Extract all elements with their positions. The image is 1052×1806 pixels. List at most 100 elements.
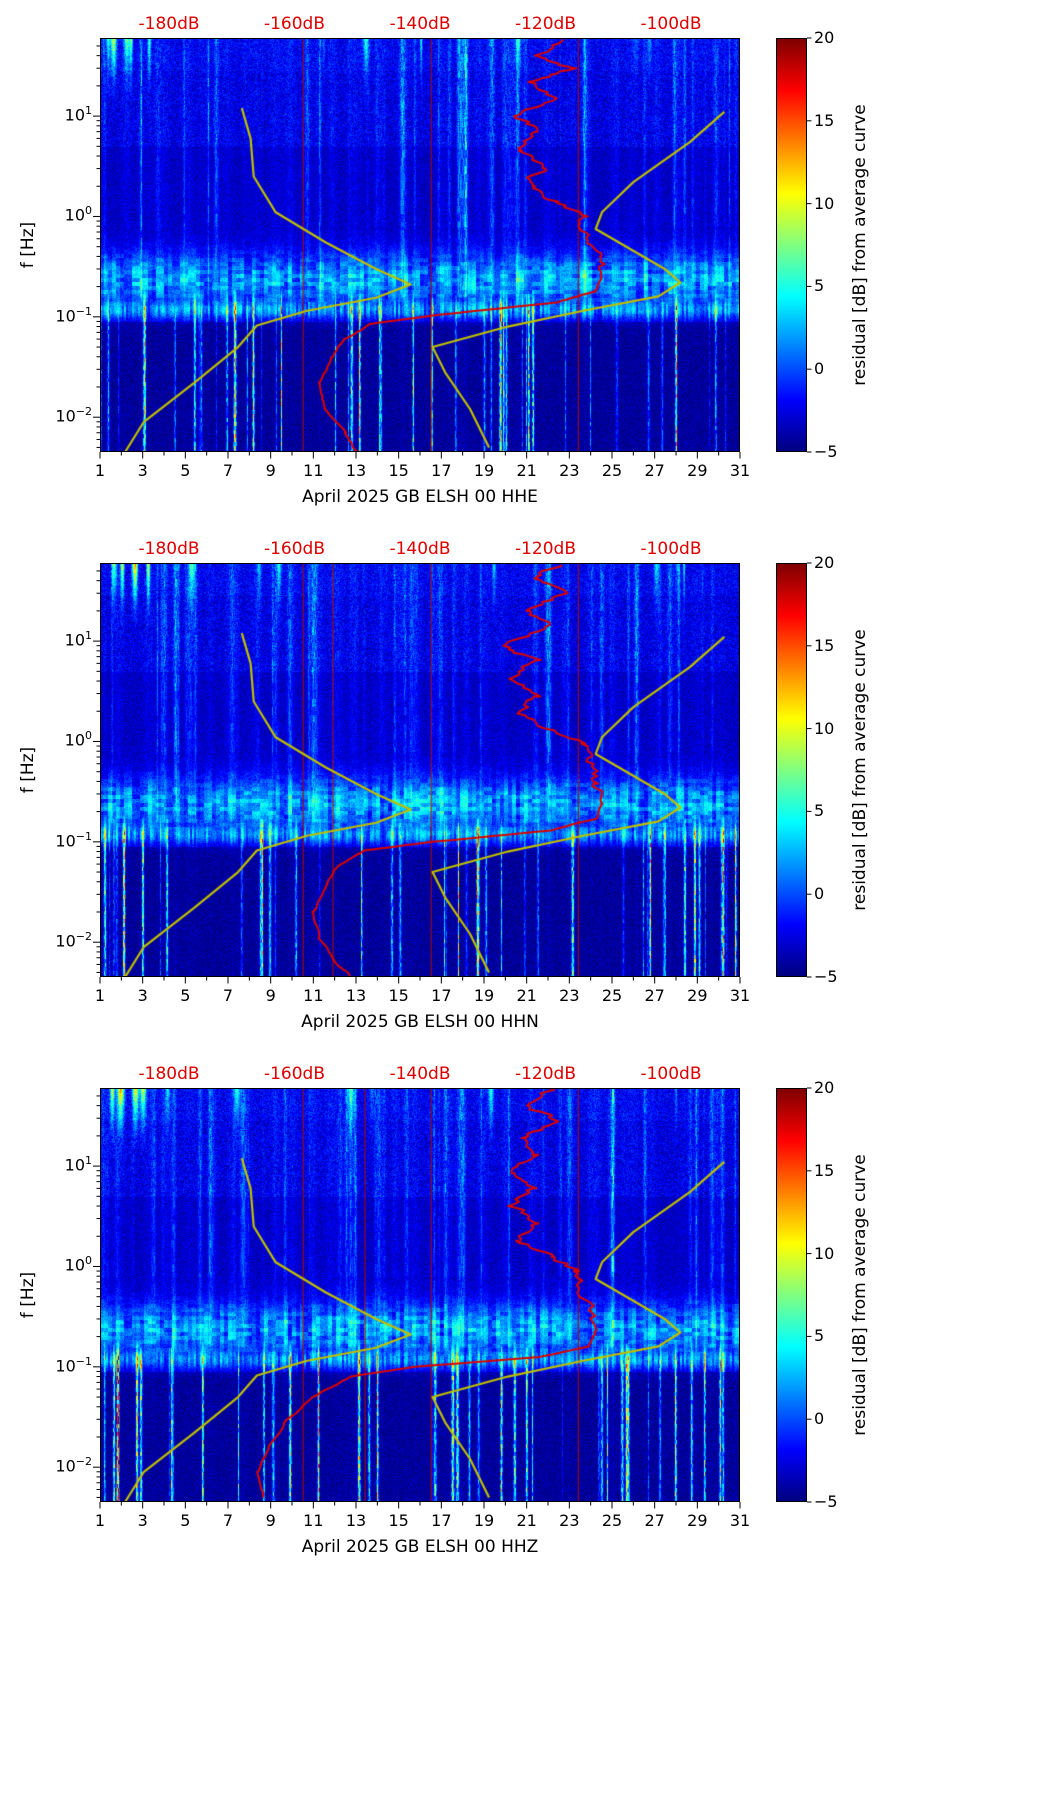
x-tick-label: 31	[729, 986, 751, 1005]
colorbar-tick-label: 20	[814, 553, 835, 572]
colorbar-tick-label: −5	[814, 967, 838, 986]
x-tick-label: 27	[644, 986, 665, 1005]
y-tick-label: 100	[64, 204, 92, 225]
x-tick-label: 3	[137, 461, 148, 480]
x-axis-label: April 2025 GB ELSH 00 HHN	[301, 1012, 539, 1032]
colorbar-tick-label: 15	[814, 635, 835, 655]
x-tick-label: 7	[222, 461, 234, 480]
top-axis-label: -180dB	[138, 1064, 200, 1084]
x-tick-label: 25	[601, 461, 623, 480]
spectrogram-panel-hhn: -180dB -160dB -140dB -120dB -100dB 101 100 10−1…	[0, 525, 1052, 1050]
colorbar	[776, 563, 807, 977]
colorbar-tick-label: −5	[814, 442, 838, 461]
colorbar-tick-label: 0	[814, 1409, 825, 1429]
colorbar-tick-label: 10	[814, 1243, 835, 1263]
x-tick-label: 17	[431, 986, 452, 1005]
spectrogram-panel-hhe: -180dB -160dB -140dB -120dB -100dB 101 100 10−1…	[0, 0, 1052, 525]
colorbar-label: residual [dB] from average curve	[850, 1154, 870, 1436]
colorbar-tick-label: 15	[814, 1160, 835, 1180]
spectrogram-panel-hhz: -180dB -160dB -140dB -120dB -100dB 101 100 10−1…	[0, 1050, 1052, 1575]
spectrogram-canvas	[100, 38, 740, 452]
colorbar-tick-label: 10	[814, 718, 835, 738]
top-axis-label: -180dB	[138, 14, 200, 34]
spectrogram-canvas	[100, 1088, 740, 1502]
x-tick-label: 1	[94, 986, 106, 1005]
spectrogram-canvas	[100, 563, 740, 977]
top-axis-label: -100dB	[640, 14, 702, 34]
x-tick-label: 23	[559, 986, 580, 1005]
y-tick-label: 101	[64, 1154, 92, 1175]
y-tick-label: 101	[64, 104, 92, 125]
y-tick-label: 101	[64, 629, 92, 650]
x-tick-label: 29	[687, 986, 708, 1005]
top-axis-label: -120dB	[514, 14, 577, 34]
x-tick-label: 11	[303, 1511, 324, 1530]
colorbar-tick-label: 10	[814, 193, 835, 213]
colorbar-tick-label: −5	[814, 1492, 838, 1511]
y-tick-label: 10−1	[55, 829, 92, 851]
colorbar-label: residual [dB] from average curve	[850, 629, 870, 911]
x-tick-label: 11	[303, 986, 324, 1005]
x-tick-label: 19	[473, 986, 495, 1005]
x-tick-label: 31	[729, 461, 751, 480]
x-tick-label: 21	[516, 1511, 537, 1530]
x-tick-label: 5	[180, 1511, 191, 1530]
y-tick-label: 10−2	[55, 1455, 92, 1476]
x-tick-label: 23	[559, 461, 580, 480]
x-tick-label: 9	[265, 986, 276, 1005]
x-tick-label: 27	[644, 461, 665, 480]
y-tick-label: 100	[64, 1254, 92, 1275]
x-tick-label: 7	[222, 1511, 234, 1530]
y-tick-label: 10−1	[55, 1354, 92, 1376]
top-axis-label: -140dB	[389, 539, 451, 559]
y-axis-label: f [Hz]	[18, 746, 38, 794]
x-tick-label: 29	[687, 1511, 708, 1530]
colorbar-tick-label: 5	[814, 276, 825, 296]
x-tick-label: 25	[601, 1511, 623, 1530]
y-tick-label: 10−2	[55, 405, 92, 426]
x-tick-label: 15	[388, 1511, 409, 1530]
x-tick-label: 15	[388, 986, 409, 1005]
x-tick-label: 1	[94, 461, 106, 480]
x-tick-label: 13	[345, 461, 367, 480]
x-tick-label: 9	[265, 1511, 276, 1530]
x-tick-label: 9	[265, 461, 276, 480]
top-axis-label: -100dB	[640, 1064, 702, 1084]
x-tick-label: 13	[345, 986, 367, 1005]
colorbar-tick-label: 15	[814, 110, 835, 130]
y-tick-label: 100	[64, 729, 92, 750]
colorbar-tick-label: 5	[814, 1326, 825, 1346]
x-tick-label: 3	[137, 986, 148, 1005]
x-tick-label: 13	[345, 1511, 367, 1530]
x-tick-label: 1	[94, 1511, 106, 1530]
top-axis-label: -120dB	[514, 1064, 577, 1084]
y-axis-label: f [Hz]	[18, 1271, 38, 1319]
x-tick-label: 5	[180, 461, 191, 480]
x-tick-label: 5	[180, 986, 191, 1005]
colorbar	[776, 38, 807, 452]
colorbar-tick-label: 0	[814, 884, 825, 904]
x-tick-label: 27	[644, 1511, 665, 1530]
x-tick-label: 23	[559, 1511, 580, 1530]
x-tick-label: 21	[516, 461, 537, 480]
top-axis-label: -160dB	[263, 539, 326, 559]
x-tick-label: 3	[137, 1511, 148, 1530]
colorbar-tick-label: 5	[814, 801, 825, 821]
x-axis-label: April 2025 GB ELSH 00 HHE	[302, 487, 538, 507]
x-tick-label: 19	[473, 461, 495, 480]
y-axis-label: f [Hz]	[18, 221, 38, 269]
x-tick-label: 29	[687, 461, 708, 480]
x-tick-label: 19	[473, 1511, 495, 1530]
top-axis-label: -180dB	[138, 539, 200, 559]
top-axis-label: -160dB	[263, 1064, 326, 1084]
x-tick-label: 17	[431, 461, 452, 480]
colorbar-label: residual [dB] from average curve	[850, 104, 870, 386]
colorbar	[776, 1088, 807, 1502]
colorbar-tick-label: 20	[814, 28, 835, 47]
top-axis-label: -120dB	[514, 539, 577, 559]
top-axis-label: -140dB	[389, 14, 451, 34]
y-tick-label: 10−1	[55, 304, 92, 326]
top-axis-label: -140dB	[389, 1064, 451, 1084]
top-axis-label: -160dB	[263, 14, 326, 34]
